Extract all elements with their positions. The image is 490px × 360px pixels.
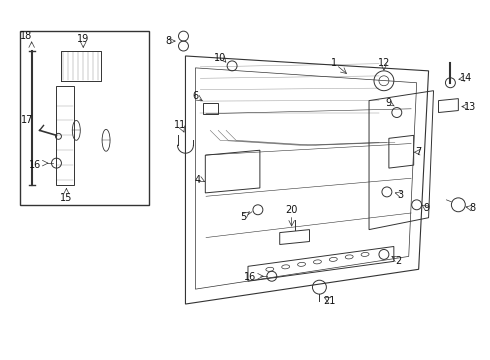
Text: 3: 3	[398, 190, 404, 200]
Text: 17: 17	[21, 116, 33, 126]
Text: 18: 18	[20, 31, 32, 41]
Bar	[56, 86, 74, 185]
Text: 8: 8	[166, 36, 171, 46]
Text: 21: 21	[323, 296, 336, 306]
Text: 15: 15	[60, 193, 73, 203]
Text: 7: 7	[416, 147, 422, 157]
Text: 14: 14	[460, 73, 472, 83]
Text: 11: 11	[174, 121, 187, 130]
Text: 16: 16	[244, 272, 256, 282]
Text: 16: 16	[28, 160, 41, 170]
Text: 12: 12	[378, 58, 390, 68]
Text: 20: 20	[286, 205, 298, 215]
Text: 6: 6	[192, 91, 198, 101]
Bar	[20, 31, 149, 205]
Text: 5: 5	[240, 212, 246, 222]
Text: 9: 9	[386, 98, 392, 108]
Text: 4: 4	[195, 175, 200, 185]
Text: 9: 9	[423, 203, 430, 213]
Text: 1: 1	[331, 58, 338, 68]
Text: 19: 19	[77, 34, 89, 44]
Text: 2: 2	[396, 256, 402, 266]
Text: 10: 10	[214, 53, 226, 63]
Text: 8: 8	[469, 203, 475, 213]
Text: 13: 13	[464, 102, 476, 112]
